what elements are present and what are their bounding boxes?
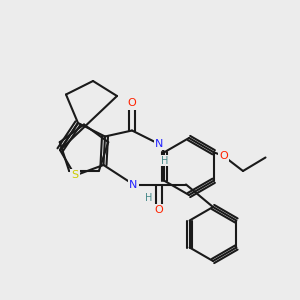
Text: O: O [219,151,228,161]
Text: N: N [155,139,163,149]
Text: S: S [71,170,79,181]
Text: O: O [154,205,164,215]
Text: H: H [161,155,168,166]
Text: H: H [145,193,152,203]
Text: N: N [129,179,138,190]
Text: O: O [128,98,136,109]
